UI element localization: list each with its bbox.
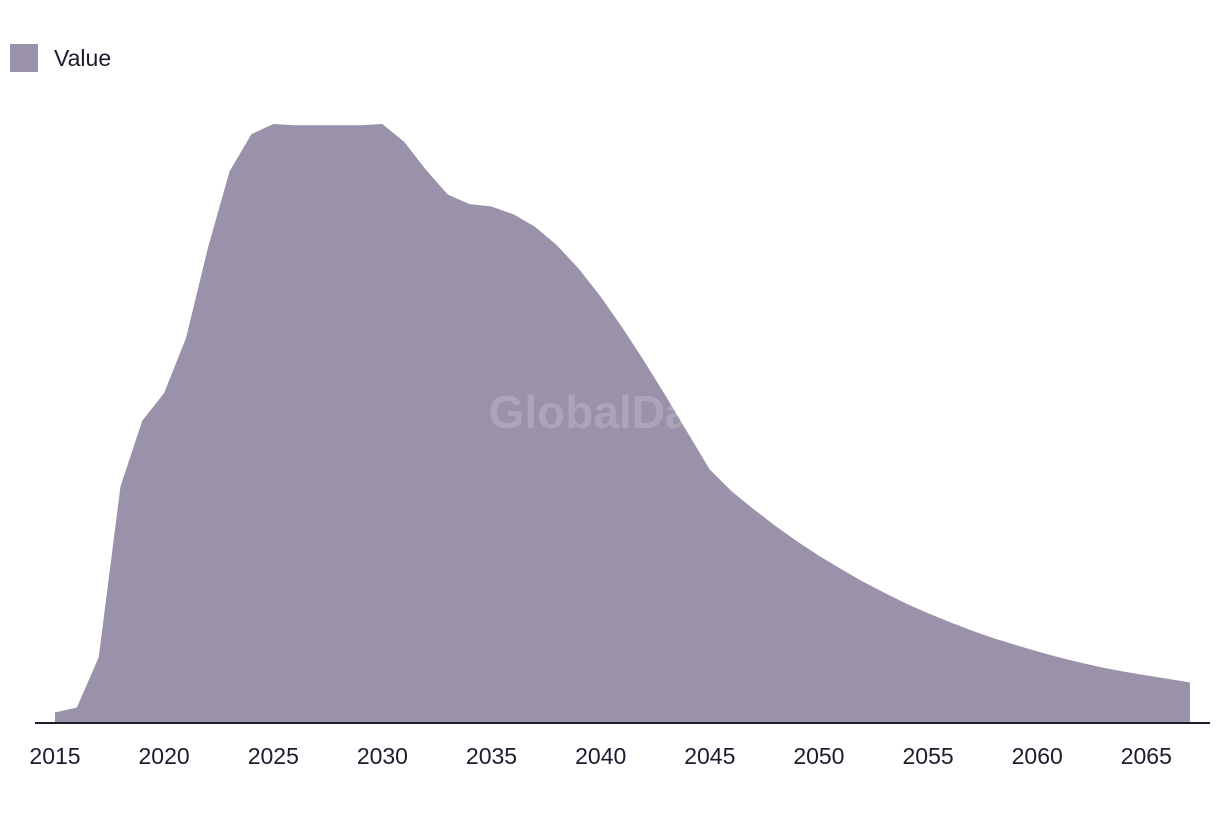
legend-swatch — [10, 44, 38, 72]
watermark: GlobalData — [489, 386, 732, 438]
area-layer — [55, 124, 1190, 722]
x-tick-label: 2015 — [29, 743, 80, 769]
x-tick-label: 2030 — [357, 743, 408, 769]
x-tick-label: 2040 — [575, 743, 626, 769]
x-tick-label: 2055 — [903, 743, 954, 769]
legend-label: Value — [54, 44, 112, 71]
x-tick-labels: 2015 2020 2025 2030 2035 2040 2045 2050 2055 2060… — [29, 743, 1171, 769]
series-area-value — [55, 124, 1190, 722]
x-tick-label: 2060 — [1012, 743, 1063, 769]
x-tick-label: 2025 — [248, 743, 299, 769]
x-tick-label: 2020 — [139, 743, 190, 769]
x-tick-label: 2050 — [793, 743, 844, 769]
x-tick-label: 2035 — [466, 743, 517, 769]
x-tick-label: 2065 — [1121, 743, 1172, 769]
x-tick-label: 2045 — [684, 743, 735, 769]
legend: Value — [10, 44, 111, 72]
